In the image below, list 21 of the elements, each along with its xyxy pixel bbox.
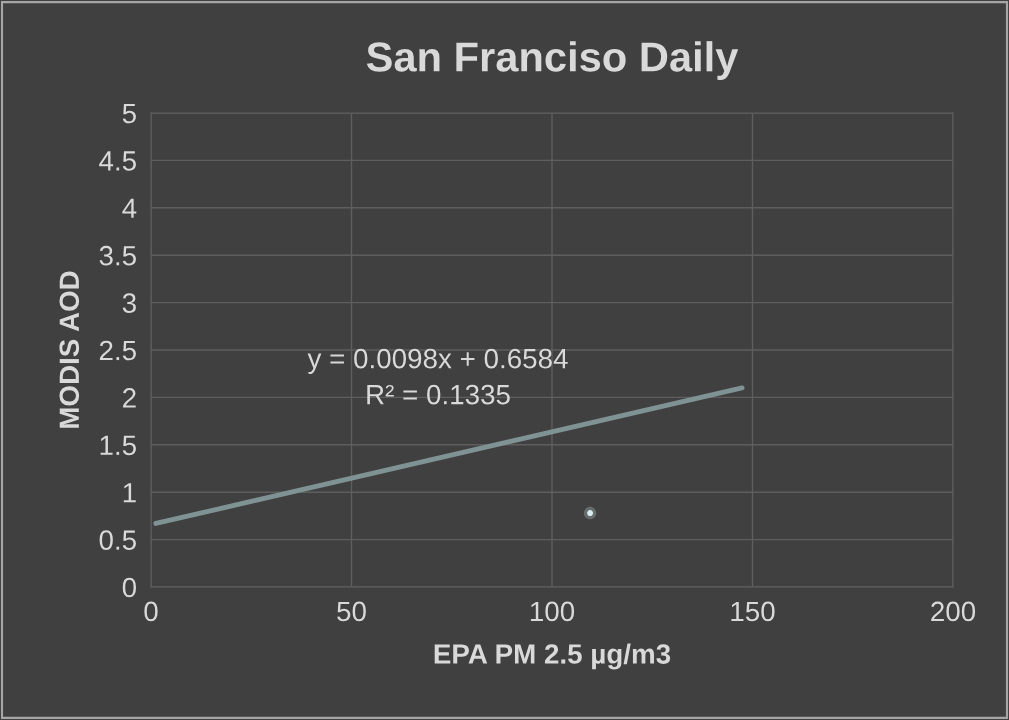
x-tick-label: 50 bbox=[337, 601, 366, 622]
x-tick-label: 100 bbox=[530, 601, 575, 622]
x-tick-label: 150 bbox=[731, 601, 775, 622]
y-tick-label: 1.5 bbox=[100, 435, 136, 456]
y-tick-label: 3 bbox=[122, 293, 136, 313]
annotation: y = 0.0098x + 0.6584 bbox=[307, 348, 568, 374]
x-tick-label: 0 bbox=[144, 601, 158, 622]
y-tick-label: 1 bbox=[123, 483, 136, 503]
y-tick-label: 0.5 bbox=[99, 530, 136, 550]
x-tick-label: 200 bbox=[931, 601, 976, 622]
y-tick-label: 2.5 bbox=[99, 340, 136, 361]
y-tick-label: 4 bbox=[122, 198, 137, 218]
y-tick-label: 3.5 bbox=[99, 245, 136, 266]
y-tick-label: 0 bbox=[122, 577, 137, 598]
y-tick-label: 5 bbox=[122, 103, 136, 124]
x-axis-title: EPA PM 2.5 µg/m3 bbox=[434, 643, 671, 670]
chart-title: San Franciso Daily bbox=[366, 41, 739, 80]
annotation: R² = 0.1335 bbox=[367, 384, 510, 405]
y-tick-label: 2 bbox=[123, 388, 136, 408]
y-axis-title: MODIS AOD bbox=[59, 271, 80, 428]
y-tick-label: 4.5 bbox=[99, 151, 136, 171]
